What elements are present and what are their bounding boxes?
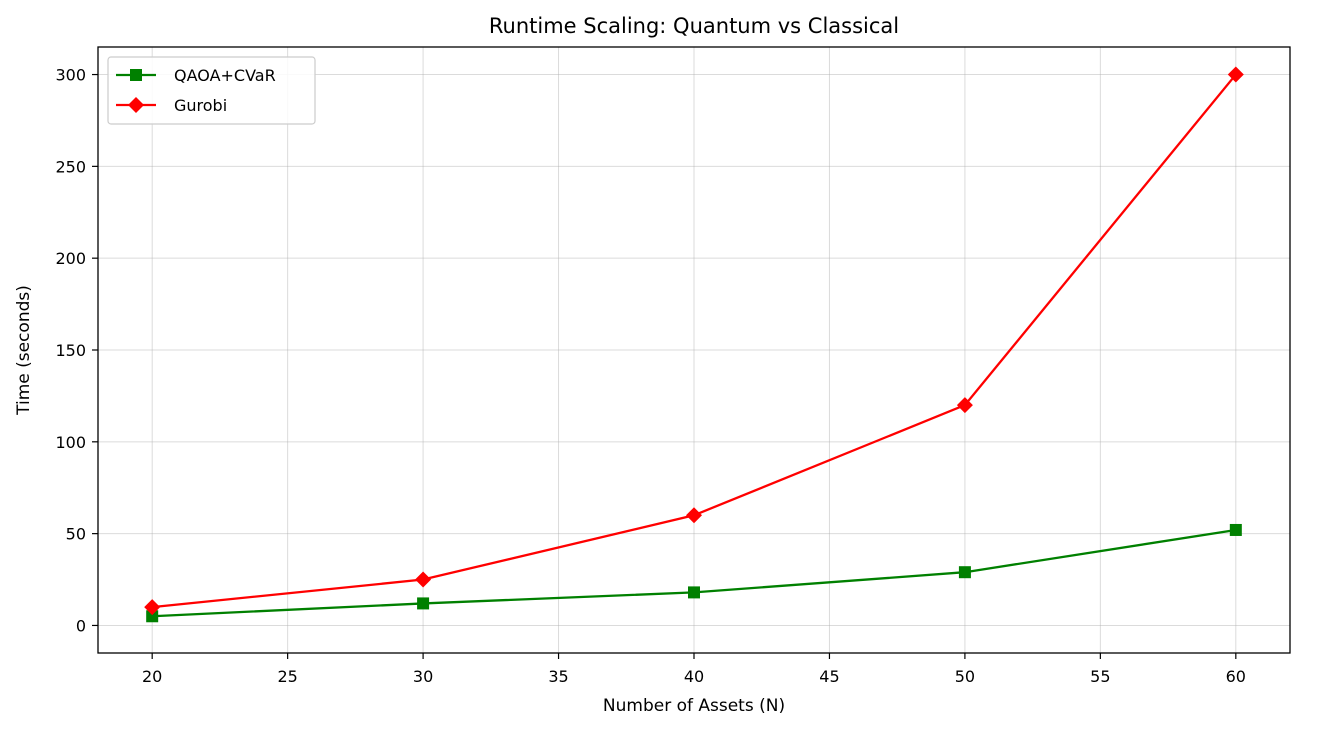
legend-entry: QAOA+CVaR <box>116 66 276 85</box>
x-axis-ticks: 20 25 30 35 40 45 50 55 60 <box>142 653 1246 686</box>
series-qaoa-cvar <box>146 523 1242 623</box>
y-tick-label: 250 <box>55 157 86 176</box>
legend-entry: Gurobi <box>116 96 227 115</box>
y-tick-label: 150 <box>55 341 86 360</box>
data-point <box>144 599 161 616</box>
data-point <box>417 597 430 610</box>
x-tick-label: 55 <box>1090 667 1110 686</box>
y-tick-label: 0 <box>76 616 86 635</box>
y-axis-title: Time (seconds) <box>14 285 34 416</box>
x-tick-label: 60 <box>1226 667 1246 686</box>
data-point <box>1227 66 1244 83</box>
y-tick-label: 300 <box>55 66 86 85</box>
data-point <box>688 586 700 599</box>
y-tick-label: 100 <box>55 433 86 452</box>
plot-frame <box>97 46 1291 654</box>
data-series <box>144 66 1244 623</box>
data-point <box>958 566 971 579</box>
data-point <box>415 571 432 588</box>
y-axis-ticks: 0 50 100 150 200 250 300 <box>55 66 98 635</box>
x-tick-label: 25 <box>277 667 297 686</box>
series-gurobi <box>144 66 1244 616</box>
x-tick-label: 45 <box>819 667 839 686</box>
y-tick-label: 200 <box>55 249 86 268</box>
x-tick-label: 35 <box>548 667 568 686</box>
data-point <box>1229 523 1242 536</box>
legend-label: Gurobi <box>174 96 227 115</box>
grid-lines <box>98 47 1290 653</box>
chart-title: Runtime Scaling: Quantum vs Classical <box>489 14 899 38</box>
data-point <box>956 397 973 414</box>
y-tick-label: 50 <box>66 525 86 544</box>
data-point <box>686 507 702 524</box>
x-tick-label: 50 <box>955 667 975 686</box>
x-tick-label: 40 <box>684 667 704 686</box>
legend-box <box>107 56 316 125</box>
x-tick-label: 20 <box>142 667 162 686</box>
x-tick-label: 30 <box>413 667 433 686</box>
x-axis-title: Number of Assets (N) <box>603 696 785 716</box>
data-point <box>146 610 159 623</box>
legend-marker <box>130 69 142 81</box>
legend: QAOA+CVaR Gurobi <box>107 56 316 125</box>
legend-marker <box>128 97 144 113</box>
legend-label: QAOA+CVaR <box>174 66 276 85</box>
